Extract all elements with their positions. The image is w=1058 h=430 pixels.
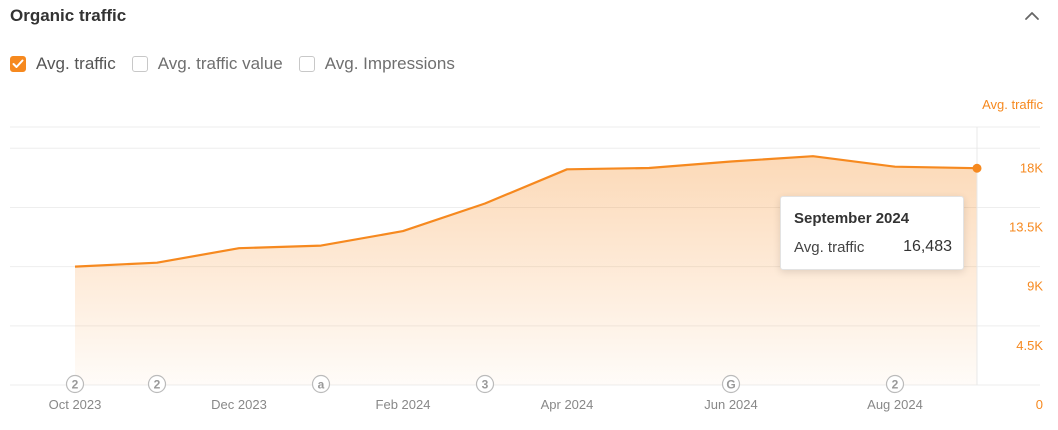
chart-tooltip: September 2024 Avg. traffic 16,483 bbox=[780, 196, 964, 270]
annotation-marker-label: 3 bbox=[482, 378, 489, 392]
annotation-marker-label: 2 bbox=[892, 378, 899, 392]
x-tick-label: Dec 2023 bbox=[211, 397, 267, 412]
annotation-marker bbox=[721, 374, 741, 394]
highlight-point bbox=[972, 163, 982, 173]
avg-traffic-label: Avg. traffic bbox=[36, 54, 116, 73]
annotation-marker-label: 2 bbox=[72, 378, 79, 392]
y-tick-label: 4.5K bbox=[1016, 338, 1043, 353]
y-tick-label: 9K bbox=[1027, 279, 1043, 294]
annotation-marker bbox=[65, 374, 85, 394]
tooltip-title: September 2024 bbox=[794, 210, 910, 227]
panel-header: Organic traffic bbox=[10, 4, 1050, 28]
x-tick-label: Apr 2024 bbox=[541, 397, 594, 412]
avg-traffic-value-label: Avg. traffic value bbox=[157, 54, 283, 73]
annotation-marker bbox=[885, 374, 905, 394]
series-area-avg-traffic bbox=[75, 156, 977, 385]
series-legend: Avg. traffic Avg. traffic value Avg. Imp… bbox=[10, 53, 471, 75]
annotation-marker bbox=[147, 374, 167, 394]
y-tick-label: 13.5K bbox=[1009, 219, 1043, 234]
avg-impressions-checkbox[interactable] bbox=[298, 56, 315, 72]
legend-avg-traffic-value[interactable]: Avg. traffic value bbox=[131, 54, 283, 74]
annotation-marker-label: G bbox=[726, 378, 735, 392]
checkmark-icon bbox=[12, 59, 24, 68]
avg-traffic-checkbox[interactable] bbox=[10, 56, 26, 72]
annotation-marker-label: 2 bbox=[154, 378, 161, 392]
y-tick-label: 0 bbox=[1036, 397, 1043, 412]
annotation-marker bbox=[311, 374, 331, 394]
x-tick-label: Oct 2023 bbox=[49, 397, 102, 412]
collapse-chevron-up-icon[interactable] bbox=[1022, 6, 1042, 26]
tooltip-label: Avg. traffic bbox=[794, 239, 865, 256]
annotation-marker bbox=[475, 374, 495, 394]
x-tick-label: Aug 2024 bbox=[867, 397, 923, 412]
annotation-marker-label: a bbox=[318, 378, 325, 392]
avg-traffic-value-checkbox[interactable] bbox=[131, 56, 148, 72]
legend-avg-traffic[interactable]: Avg. traffic bbox=[10, 54, 116, 74]
tooltip-value: 16,483 bbox=[903, 238, 952, 255]
x-tick-label: Feb 2024 bbox=[376, 397, 431, 412]
y-tick-label: 18K bbox=[1020, 160, 1043, 175]
series-line-avg-traffic bbox=[74, 155, 978, 268]
x-tick-label: Jun 2024 bbox=[704, 397, 758, 412]
avg-impressions-label: Avg. Impressions bbox=[324, 54, 455, 73]
legend-avg-impressions[interactable]: Avg. Impressions bbox=[298, 54, 455, 74]
y-axis-title: Avg. traffic bbox=[982, 97, 1043, 112]
panel-title: Organic traffic bbox=[10, 6, 127, 25]
